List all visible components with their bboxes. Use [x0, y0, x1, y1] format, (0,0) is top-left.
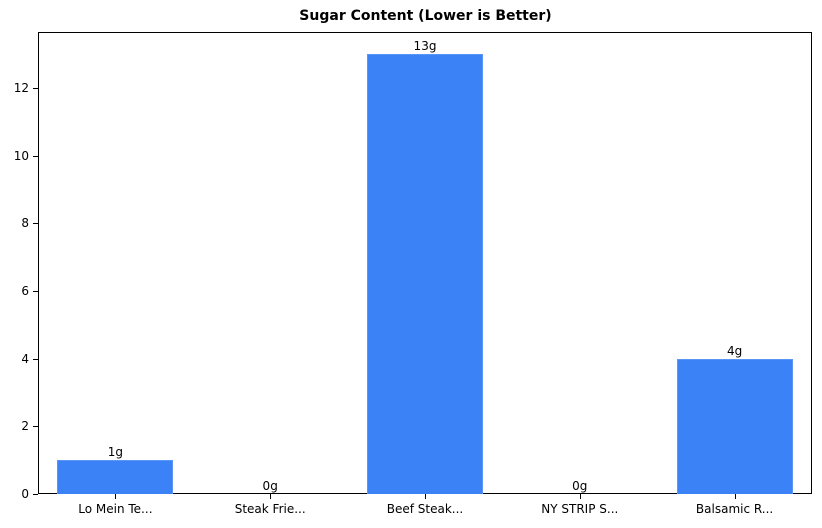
y-tick-label: 0 — [21, 487, 29, 501]
y-tick — [33, 87, 38, 89]
bar-value-label: 1g — [107, 445, 124, 460]
y-tick-label: 8 — [21, 216, 29, 231]
x-tick-label: Lo Mein Te... — [78, 502, 153, 516]
bar-value-label: 13g — [413, 39, 437, 53]
y-tick — [33, 358, 38, 360]
x-tick-label: Beef Steak... — [386, 502, 464, 516]
y-tick — [33, 290, 38, 292]
x-tick — [270, 494, 272, 499]
chart-title: Sugar Content (Lower is Better) — [299, 8, 552, 24]
x-tick-label: NY STRIP S... — [541, 502, 619, 516]
y-tick-label: 6 — [21, 283, 29, 298]
x-tick — [734, 494, 736, 499]
bar — [57, 460, 174, 494]
bar — [366, 54, 484, 494]
y-tick-label: 10 — [13, 148, 29, 163]
x-tick — [115, 494, 117, 499]
x-tick — [425, 494, 426, 499]
x-tick-label: Steak Frie... — [234, 502, 306, 516]
x-tick-label: Balsamic R... — [695, 502, 774, 516]
y-tick-label: 2 — [21, 419, 29, 434]
x-tick — [579, 494, 581, 499]
bar — [676, 358, 793, 494]
y-tick — [33, 155, 38, 157]
y-tick-label: 4 — [21, 351, 29, 366]
y-tick — [33, 426, 38, 428]
y-tick — [33, 223, 38, 225]
bar-value-label: 0g — [572, 479, 588, 493]
y-tick — [33, 494, 38, 495]
y-tick-label: 12 — [13, 80, 29, 95]
bar-value-label: 4g — [726, 343, 743, 358]
bar-value-label: 0g — [262, 479, 278, 493]
